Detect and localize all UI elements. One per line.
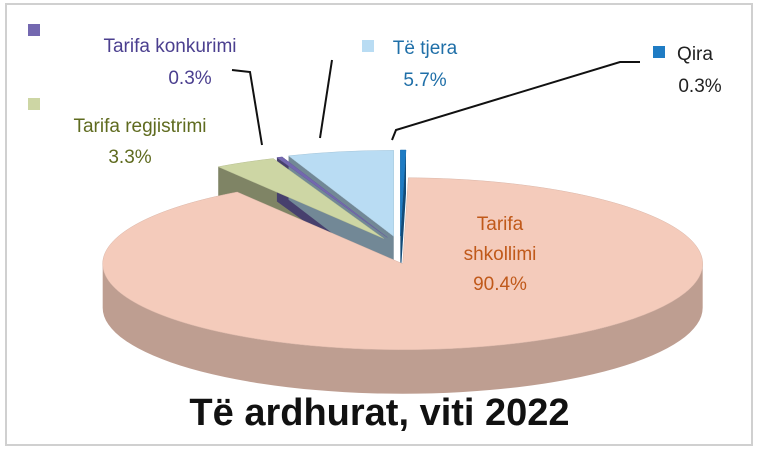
legend-key [28,24,40,36]
leader-line [319,59,333,139]
slice [400,149,407,237]
legend-key [653,46,665,58]
slice-value-label: 3.3% [108,147,152,168]
legend-keys [28,24,665,228]
slice-label: Tarifa shkollimi [463,214,537,265]
legend-key [438,216,450,228]
pie-tops [102,149,703,350]
slice-side [102,263,703,394]
slice-edge [400,150,406,281]
slice [276,156,388,238]
legend-key [28,98,40,110]
slice-label: Tarifa konkurimi [103,36,237,57]
leader-line [391,61,640,141]
slice-value-label: 0.3% [168,68,212,89]
slice-label: Tarifa regjistrimi [73,116,207,137]
slice-value-label: 0.3% [678,76,722,97]
slice [102,177,703,350]
legend-key [362,40,374,52]
slice [287,150,394,237]
slice [217,158,384,239]
slice-value-label: 5.7% [403,70,447,91]
slice-label: Qira [677,44,713,65]
frame [5,3,753,446]
slice-label: Të tjera [392,38,458,59]
leader-line [231,69,263,146]
slice-value-label: 90.4% [473,274,527,295]
chart-title: Të ardhurat, viti 2022 [189,392,570,434]
